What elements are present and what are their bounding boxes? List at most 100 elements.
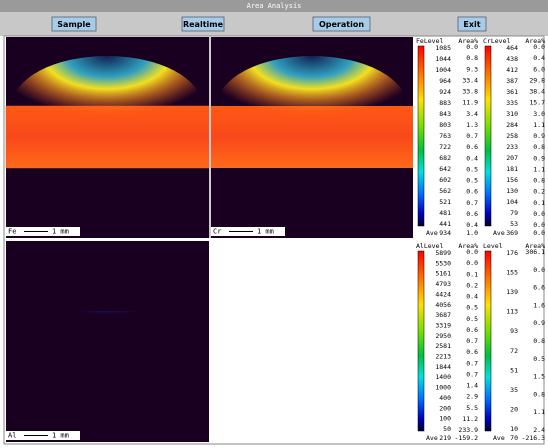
level-value: 53 [510, 220, 518, 228]
area-value: 0.0 [466, 43, 478, 51]
area-value: 3.0 [533, 110, 545, 118]
level-value: 4424 [435, 290, 451, 298]
area-value: 33.4 [462, 76, 478, 84]
level-value: 233 [506, 143, 518, 151]
level-value: 155 [506, 269, 518, 277]
level-value: 400 [439, 394, 451, 402]
area-value: 0.9 [533, 319, 545, 327]
area-value: 0.0 [533, 210, 545, 218]
level-value: 924 [439, 88, 451, 96]
level-value: 50 [443, 425, 451, 433]
level-value: 51 [510, 366, 518, 374]
button-label[interactable]: Realtime [183, 20, 224, 29]
area-value: 11.2 [462, 415, 478, 423]
area-value: 0.9 [533, 132, 545, 140]
area-value: 0.7 [466, 337, 478, 345]
level-value: 722 [439, 143, 451, 151]
area-value: 0.5 [466, 304, 478, 312]
button-label[interactable]: Sample [57, 20, 91, 29]
window: Area Analysis Sample Realtime Operation Exi… [0, 0, 548, 448]
map-element: Al [8, 432, 16, 440]
scale-label: 1 mm [257, 228, 274, 236]
level-value: 964 [439, 77, 451, 85]
area-value: 306.1 [525, 248, 545, 256]
area-value: 1.1 [533, 165, 545, 173]
area-value: 0.4 [466, 221, 478, 229]
ave-label: Ave [493, 434, 505, 442]
level-value: 464 [506, 44, 518, 52]
level-value: 438 [506, 55, 518, 63]
area-value: 0.5 [533, 355, 545, 363]
level-value: 521 [439, 198, 451, 206]
level-value: 310 [506, 110, 518, 118]
scale-label: 1 mm [52, 432, 69, 440]
level-value: 843 [439, 110, 451, 118]
scale-label: 1 mm [52, 228, 69, 236]
area-value: 1.4 [466, 382, 478, 390]
level-value: 130 [506, 187, 518, 195]
level-value: 284 [506, 121, 518, 129]
level-value: 682 [439, 154, 451, 162]
level-value: 361 [506, 88, 518, 96]
level-value: 2950 [435, 332, 451, 340]
area-value: 233.9 [458, 426, 478, 434]
level-header: Level [483, 242, 503, 250]
area-value: 0.6 [466, 143, 478, 151]
area-value: 0.6 [466, 188, 478, 196]
level-value: 258 [506, 132, 518, 140]
level-value: 5899 [435, 249, 451, 257]
area-value: 0.5 [466, 177, 478, 185]
button-label[interactable]: Exit [463, 20, 480, 29]
area-value: 0.5 [466, 165, 478, 173]
area-value: 0.1 [533, 199, 545, 207]
ave-level: 70 [510, 434, 518, 442]
area-value: 0.0 [533, 221, 545, 229]
level-value: 139 [506, 288, 518, 296]
level-value: 562 [439, 187, 451, 195]
level-value: 104 [506, 198, 518, 206]
area-value: 0.7 [466, 359, 478, 367]
area-value: 9.3 [466, 65, 478, 73]
level-value: 93 [510, 327, 518, 335]
level-value: 207 [506, 154, 518, 162]
area-value: 2.9 [466, 393, 478, 401]
color-bar [418, 46, 424, 226]
map-panel [211, 37, 413, 238]
level-value: 1400 [435, 373, 451, 381]
level-value: 2213 [435, 353, 451, 361]
level-value: 4793 [435, 280, 451, 288]
level-value: 10 [510, 425, 518, 433]
area-value: 6.0 [533, 65, 545, 73]
level-value: 763 [439, 132, 451, 140]
level-value: 35 [510, 386, 518, 394]
area-value: 0.4 [533, 54, 545, 62]
area-value: 0.8 [533, 177, 545, 185]
window-title: Area Analysis [247, 2, 302, 10]
area-value: 0.4 [466, 293, 478, 301]
area-value: 0.2 [466, 281, 478, 289]
area-value: 1.6 [533, 301, 545, 309]
area-value: 0.6 [466, 210, 478, 218]
area-value: 0.7 [466, 132, 478, 140]
ave-level: 219 [439, 434, 451, 442]
level-value: 1000 [435, 384, 451, 392]
button-label[interactable]: Operation [319, 20, 364, 29]
level-value: 113 [506, 308, 518, 316]
level-value: 602 [439, 176, 451, 184]
area-value: 15.7 [529, 99, 545, 107]
ave-label: Ave [426, 434, 438, 442]
level-value: 387 [506, 77, 518, 85]
area-value: 1.1 [533, 121, 545, 129]
area-value: 1.3 [466, 121, 478, 129]
level-value: 803 [439, 121, 451, 129]
area-value: 0.4 [466, 154, 478, 162]
area-value: 2.4 [533, 426, 545, 434]
area-value: 0.2 [533, 188, 545, 196]
area-value: 29.8 [529, 76, 545, 84]
level-value: 3687 [435, 311, 451, 319]
area-value: 5.5 [466, 404, 478, 412]
area-value: 6.6 [533, 284, 545, 292]
ave-label: Ave [426, 229, 438, 237]
area-value: 0.0 [466, 259, 478, 267]
level-value: 2581 [435, 342, 451, 350]
